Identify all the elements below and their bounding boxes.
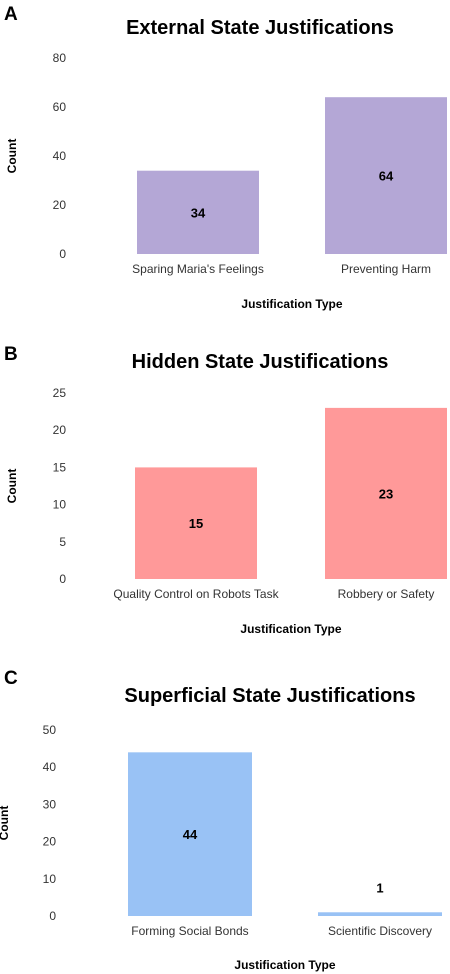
y-tick-label: 10 xyxy=(43,872,57,886)
y-tick-label: 0 xyxy=(49,909,56,923)
y-tick-label: 25 xyxy=(53,386,67,400)
y-tick-label: 20 xyxy=(53,198,67,212)
chart-panel-c: C Superficial State Justifications 0 10 20 30… xyxy=(0,668,442,972)
x-tick-label: Preventing Harm xyxy=(341,262,431,276)
bar-value-label: 23 xyxy=(379,486,393,501)
y-tick-label: 0 xyxy=(59,247,66,261)
bar xyxy=(325,97,447,254)
bar xyxy=(318,912,442,916)
y-axis-title: Count xyxy=(5,139,19,174)
x-tick-label: Sparing Maria's Feelings xyxy=(132,262,264,276)
y-tick-label: 60 xyxy=(53,100,67,114)
y-tick-label: 40 xyxy=(53,149,67,163)
y-tick-label: 80 xyxy=(53,51,67,65)
bar-value-label: 64 xyxy=(379,169,394,184)
x-tick-label: Forming Social Bonds xyxy=(131,924,248,938)
bar xyxy=(137,170,259,254)
y-tick-label: 20 xyxy=(43,835,57,849)
panel-letter: B xyxy=(4,344,18,365)
y-tick-label: 50 xyxy=(43,723,57,737)
bar-value-label: 1 xyxy=(376,880,383,895)
y-axis-title: Count xyxy=(0,806,11,841)
panel-letter: C xyxy=(4,668,18,689)
panel-letter: A xyxy=(4,4,18,25)
x-axis-title: Justification Type xyxy=(240,622,341,636)
bar-value-label: 15 xyxy=(189,516,203,531)
y-tick-label: 0 xyxy=(59,572,66,586)
y-tick-label: 5 xyxy=(59,535,66,549)
y-tick-label: 15 xyxy=(53,460,67,474)
bar xyxy=(325,407,447,579)
y-axis-title: Count xyxy=(5,469,19,504)
chart-panel-b: B Hidden State Justifications 0 5 10 15 20 25 Co… xyxy=(4,344,447,636)
x-tick-label: Scientific Discovery xyxy=(328,924,432,938)
y-tick-label: 40 xyxy=(43,760,57,774)
y-tick-label: 10 xyxy=(53,498,67,512)
x-tick-label: Robbery or Safety xyxy=(338,587,435,601)
bar xyxy=(135,467,257,579)
chart-title: Superficial State Justifications xyxy=(124,685,415,707)
bar-value-label: 34 xyxy=(191,205,206,220)
y-tick-label: 30 xyxy=(43,797,57,811)
chart-title: Hidden State Justifications xyxy=(132,351,389,373)
chart-title: External State Justifications xyxy=(126,17,394,39)
bar xyxy=(128,752,252,916)
x-axis-title: Justification Type xyxy=(241,297,342,311)
x-tick-label: Quality Control on Robots Task xyxy=(113,587,279,601)
bar-value-label: 44 xyxy=(183,827,198,842)
y-tick-label: 20 xyxy=(53,423,67,437)
x-axis-title: Justification Type xyxy=(234,958,335,972)
chart-panel-a: A External State Justifications 0 20 40 60 80 C… xyxy=(4,4,447,311)
